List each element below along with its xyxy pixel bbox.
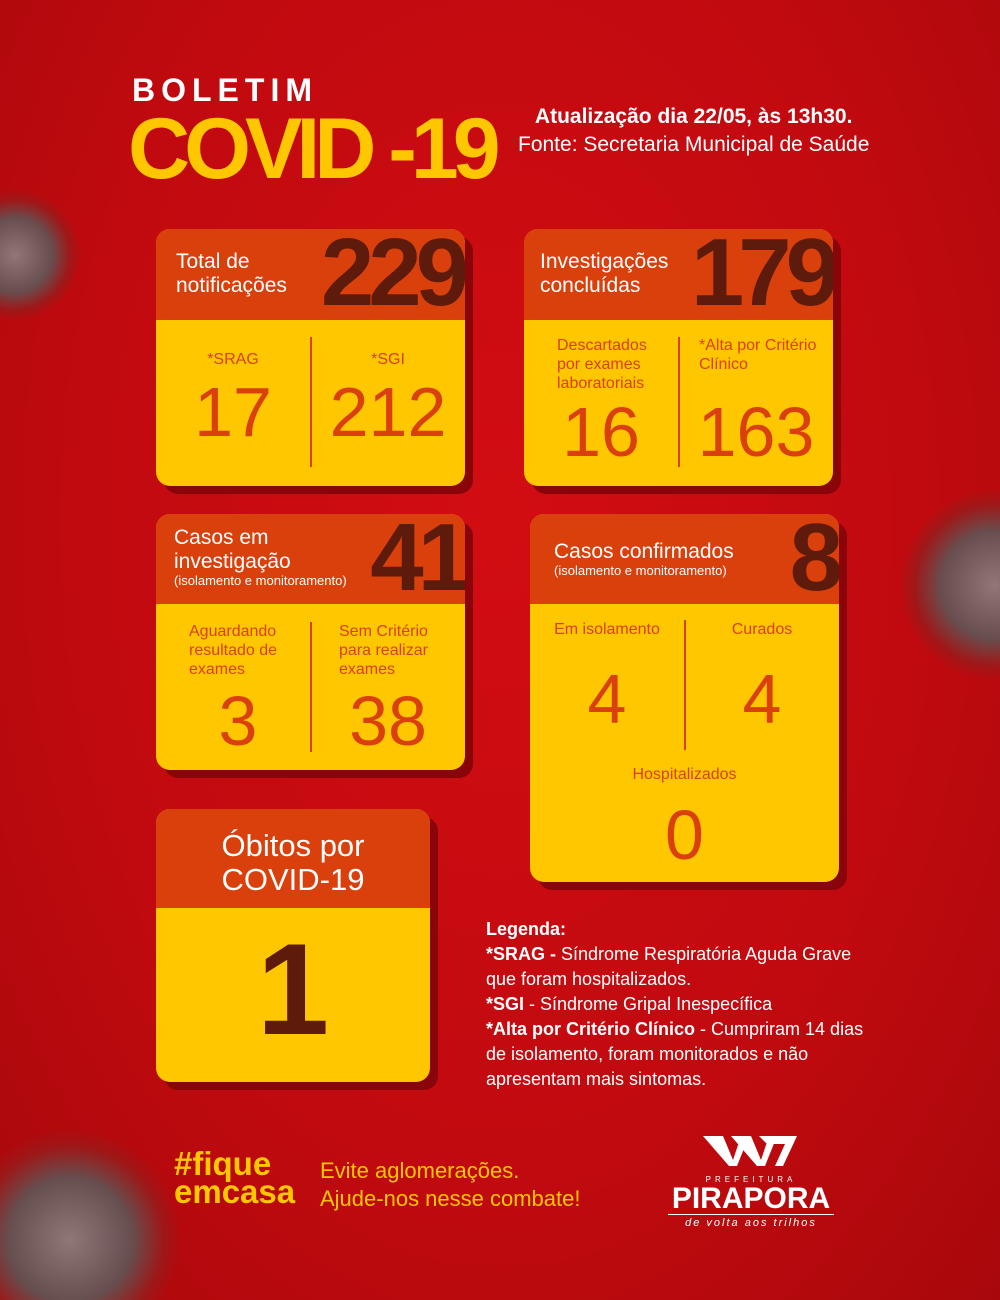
message-line: Evite aglomerações.	[320, 1158, 520, 1183]
card-title: Casos em	[174, 526, 269, 549]
card-investigacao: Casos em investigação (isolamento e monito…	[156, 514, 465, 770]
card-investigacoes: Investigações concluídas 179 Descartados …	[524, 229, 833, 486]
item-label: Em isolamento	[554, 621, 660, 638]
total-number: 179	[690, 229, 833, 326]
logo-top: PREFEITURA	[705, 1175, 797, 1184]
legend-text: - Síndrome Gripal Inespecífica	[524, 994, 773, 1014]
hashtag-line: #fique	[174, 1145, 272, 1182]
total-number: 1	[256, 916, 330, 1062]
hashtag-line: emcasa	[174, 1173, 296, 1210]
item-value: 16	[562, 393, 640, 471]
legend-heading: Legenda:	[486, 919, 567, 939]
kicker: BOLETIM	[132, 72, 318, 108]
update-info: Atualização dia 22/05, às 13h30. Fonte: …	[518, 103, 869, 159]
item-label: *SRAG	[207, 351, 259, 368]
virus-image	[0, 190, 80, 320]
total-number: 41	[370, 514, 465, 611]
legend-text: Síndrome Respiratória Aguda Grave que fo…	[486, 944, 852, 989]
item-value: 212	[329, 373, 447, 451]
item-value: 4	[587, 660, 627, 738]
item-label: Sem Critério para realizar exames	[339, 623, 428, 678]
item-label: Aguardando resultado de exames	[189, 623, 278, 678]
card-title: Investigações	[540, 250, 669, 273]
total-number: 229	[320, 229, 465, 326]
divider	[684, 620, 686, 750]
card-confirmados: Casos confirmados (isolamento e monitoram…	[530, 514, 839, 882]
legend-text: - Cumpriram 14 dias de isolamento, foram…	[486, 1019, 864, 1089]
item-label: Descartados por exames laboratoriais	[557, 337, 647, 392]
legend-key: *Alta por Critério Clínico	[486, 1019, 696, 1039]
item-value: 38	[349, 682, 427, 760]
logo-mark-icon	[703, 1136, 797, 1166]
card-title: concluídas	[540, 274, 641, 297]
virus-image	[0, 1130, 180, 1300]
card-subtitle: (isolamento e monitoramento)	[174, 573, 347, 588]
total-number: 8	[789, 514, 839, 611]
item-label: Hospitalizados	[632, 766, 737, 783]
logo-tagline: de volta aos trilhos	[685, 1217, 817, 1229]
source: Fonte: Secretaria Municipal de Saúde	[518, 133, 870, 156]
item-value: 0	[665, 796, 704, 874]
item-value: 4	[742, 660, 782, 738]
card-obitos: Óbitos por COVID-19 1	[156, 809, 430, 1082]
divider	[310, 622, 312, 752]
logo-name: PIRAPORA	[668, 1184, 834, 1215]
virus-image	[900, 490, 1000, 680]
legend: Legenda: *SRAG - Síndrome Respiratória A…	[486, 917, 866, 1092]
card-subtitle: (isolamento e monitoramento)	[554, 563, 727, 578]
item-label: Curados	[731, 621, 793, 638]
card-title: COVID-19	[221, 862, 365, 897]
hashtag: #fique emcasa	[174, 1147, 295, 1208]
card-title: Óbitos por	[221, 828, 365, 863]
page-title: COVID -19	[128, 101, 501, 197]
footer-message: Evite aglomerações. Ajude-nos nesse comba…	[320, 1157, 581, 1213]
item-label: *Alta por Critério Clínico	[699, 337, 817, 373]
legend-key: *SGI	[486, 994, 525, 1014]
divider	[678, 337, 680, 467]
item-value: 163	[697, 393, 815, 471]
card-title: investigação	[174, 550, 291, 573]
card-title: Casos confirmados	[554, 540, 734, 563]
legend-key: *SRAG -	[486, 944, 557, 964]
item-value: 17	[194, 373, 272, 451]
pirapora-logo: PREFEITURA PIRAPORA de volta aos trilhos	[668, 1134, 834, 1229]
message-line: Ajude-nos nesse combate!	[320, 1186, 581, 1211]
card-title: Total de	[176, 250, 250, 273]
item-value: 3	[218, 682, 258, 760]
card-title: notificações	[176, 274, 287, 297]
card-notificacoes: Total de notificações 229 *SRAG 17 *SGI 2…	[156, 229, 465, 486]
item-label: *SGI	[371, 351, 405, 368]
update-date: Atualização dia 22/05, às 13h30.	[534, 105, 853, 128]
divider	[310, 337, 312, 467]
